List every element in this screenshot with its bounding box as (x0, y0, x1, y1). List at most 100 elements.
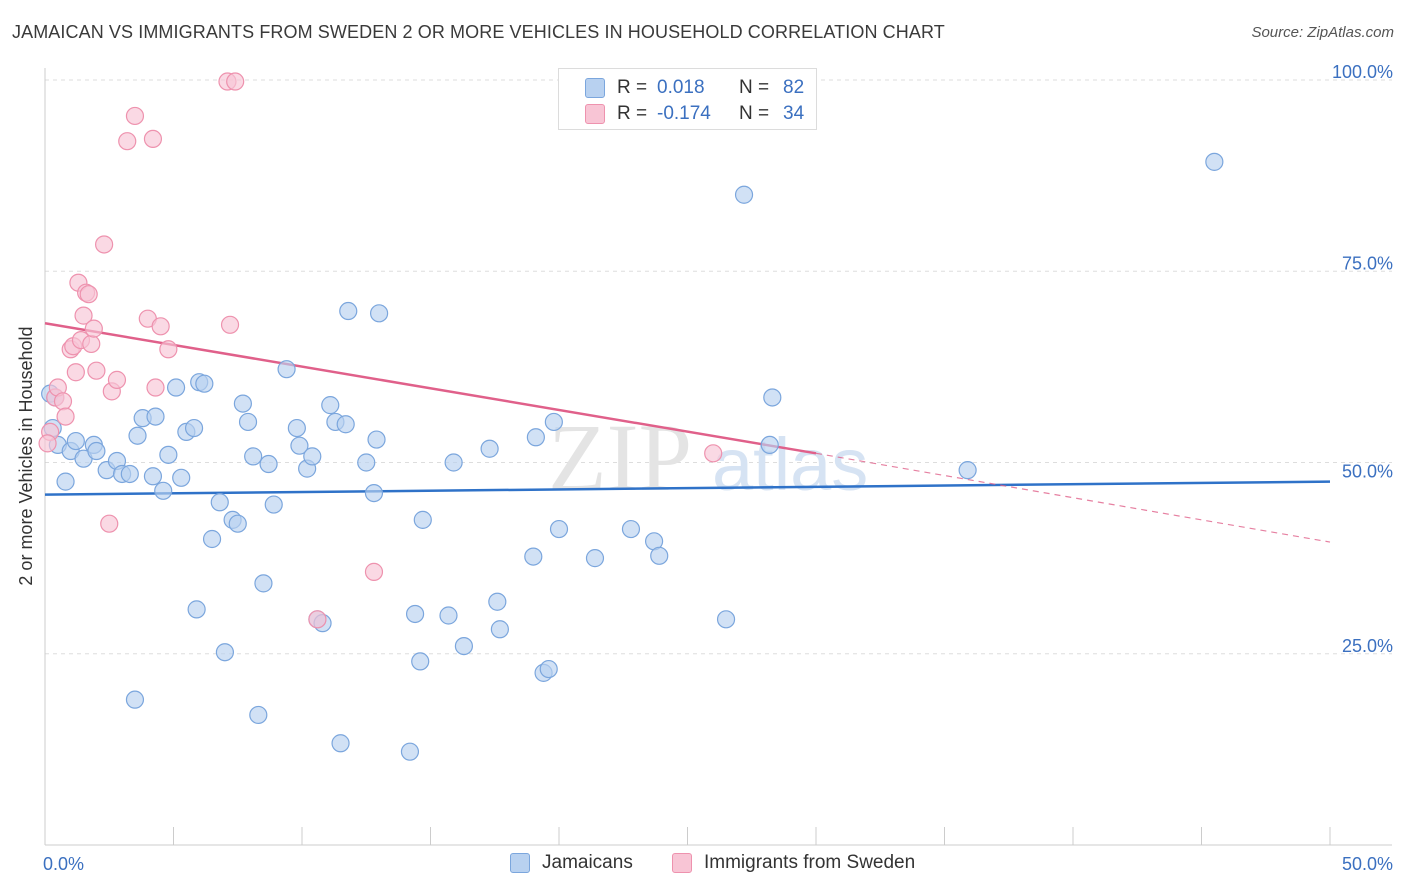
grid-lines (45, 79, 1392, 655)
point-sweden (56, 407, 75, 426)
point-sweden (159, 340, 178, 359)
y-tick-label: 50.0% (1342, 462, 1393, 482)
point-sweden (107, 370, 127, 389)
point-jamaicans (549, 519, 569, 539)
point-jamaicans (277, 360, 296, 379)
point-jamaicans (238, 412, 258, 432)
y-tick-label: 75.0% (1342, 253, 1393, 273)
point-jamaicans (66, 431, 85, 451)
point-jamaicans (249, 705, 268, 725)
legend-r-label: R = (617, 77, 648, 98)
chart-title: JAMAICAN VS IMMIGRANTS FROM SWEDEN 2 OR … (12, 22, 945, 42)
tick-labels: 25.0% 50.0% 75.0% 100.0% 0.0% 50.0% (43, 62, 1393, 874)
point-sweden (53, 392, 73, 411)
point-sweden (74, 306, 93, 325)
point-jamaicans (154, 481, 173, 500)
point-jamaicans (544, 412, 563, 432)
point-sweden (143, 129, 163, 149)
point-jamaicans (1205, 152, 1224, 171)
point-jamaicans (370, 304, 389, 323)
point-jamaicans (716, 610, 736, 629)
legend-n-value: 34 (783, 103, 805, 124)
y-tick-label: 25.0% (1342, 636, 1393, 656)
point-jamaicans (650, 546, 669, 565)
legend-top: R = 0.018 N = 82 R = -0.174 N = 34 (558, 68, 817, 130)
point-jamaicans (454, 636, 474, 656)
legend-r-label: R = (617, 103, 648, 124)
point-jamaicans (413, 510, 432, 529)
point-jamaicans (760, 435, 779, 455)
point-jamaicans (287, 418, 306, 438)
y-axis-label: 2 or more Vehicles in Household (16, 326, 36, 585)
trend-line-extension-sweden (815, 452, 1331, 543)
legend-r-value: 0.018 (657, 77, 705, 98)
y-tick-label: 100.0% (1332, 62, 1393, 82)
x-tick-label: 0.0% (43, 854, 84, 874)
point-jamaicans (120, 464, 139, 484)
point-jamaicans (585, 549, 605, 568)
legend-r-value: -0.174 (657, 103, 711, 124)
point-jamaicans (233, 394, 252, 413)
legend-n-label: N = (739, 103, 770, 124)
point-jamaicans (303, 447, 322, 466)
legend-row-jamaicans: R = 0.018 N = 82 (585, 77, 804, 99)
point-jamaicans (763, 388, 782, 407)
point-jamaicans (202, 529, 222, 549)
point-sweden (704, 444, 723, 463)
point-jamaicans (146, 407, 165, 426)
point-jamaicans (56, 472, 75, 491)
point-sweden (100, 514, 119, 533)
legend-n-label: N = (739, 77, 770, 98)
point-jamaicans (367, 430, 386, 449)
legend-label-jamaicans: Jamaicans (542, 852, 633, 873)
point-jamaicans (244, 447, 263, 466)
point-jamaicans (259, 454, 278, 474)
point-jamaicans (958, 461, 977, 480)
data-points (38, 72, 1224, 761)
point-jamaicans (621, 519, 641, 539)
legend-swatch-pink (672, 853, 692, 873)
point-jamaicans (331, 734, 350, 753)
point-sweden (220, 315, 240, 334)
point-sweden (226, 72, 245, 91)
point-jamaicans (400, 742, 420, 761)
point-jamaicans (439, 606, 458, 625)
point-sweden (66, 363, 85, 382)
point-jamaicans (734, 185, 754, 204)
point-jamaicans (488, 592, 507, 611)
legend-swatch-pink (585, 104, 605, 124)
point-sweden (79, 285, 98, 304)
point-jamaicans (184, 418, 204, 438)
point-jamaicans (143, 467, 163, 486)
point-jamaicans (125, 690, 145, 709)
point-jamaicans (254, 574, 273, 593)
axes (44, 68, 1392, 846)
point-jamaicans (336, 415, 355, 434)
legend-swatch-blue (510, 853, 530, 873)
point-jamaicans (524, 547, 543, 566)
point-jamaicans (357, 453, 376, 472)
point-jamaicans (87, 441, 106, 461)
legend-bottom: Jamaicans Immigrants from Sweden (0, 852, 1406, 878)
legend-n-value: 82 (783, 77, 805, 98)
legend-item-sweden: Immigrants from Sweden (672, 852, 915, 874)
point-jamaicans (290, 436, 309, 455)
point-sweden (125, 106, 145, 126)
point-sweden (38, 434, 57, 453)
legend-row-sweden: R = -0.174 N = 34 (585, 103, 804, 125)
point-jamaicans (490, 620, 509, 639)
point-sweden (364, 562, 384, 581)
watermark-atlas: atlas (712, 423, 868, 506)
watermark: ZIP atlas (548, 404, 868, 511)
point-jamaicans (526, 428, 545, 447)
legend-label-sweden: Immigrants from Sweden (704, 852, 916, 873)
point-sweden (118, 132, 137, 151)
point-jamaicans (159, 445, 178, 464)
point-jamaicans (187, 600, 206, 619)
point-jamaicans (480, 439, 499, 458)
point-jamaicans (210, 493, 229, 512)
point-jamaicans (405, 604, 425, 624)
point-jamaicans (195, 374, 214, 393)
point-jamaicans (321, 396, 340, 415)
